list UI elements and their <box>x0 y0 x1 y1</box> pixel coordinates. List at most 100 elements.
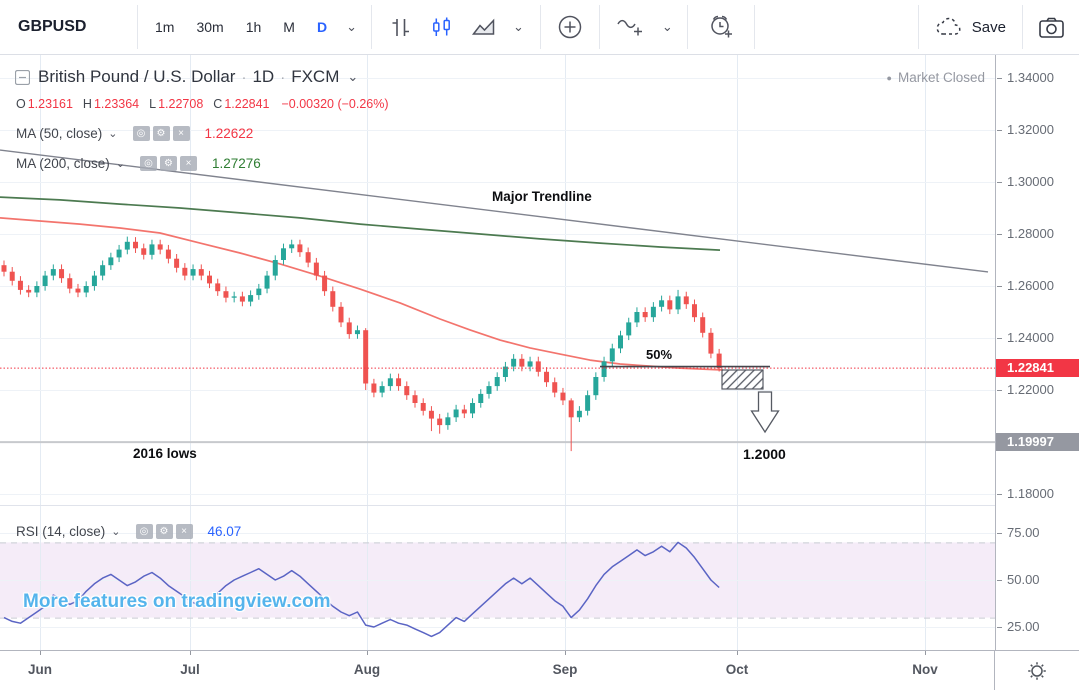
open-value: 1.23161 <box>27 97 73 111</box>
symbol-exchange: FXCM <box>291 67 340 86</box>
toolbar-separator <box>370 5 372 49</box>
close-icon[interactable]: × <box>172 125 190 141</box>
visibility-icon[interactable]: ◎ <box>140 155 158 171</box>
toolbar-separator <box>539 5 541 49</box>
toolbar-separator <box>598 5 600 49</box>
dot-separator: · <box>280 68 286 86</box>
time-axis-tick <box>925 651 926 655</box>
chevron-down-icon[interactable]: ⌄ <box>111 525 121 538</box>
chevron-down-icon[interactable]: ⌄ <box>115 157 126 170</box>
rsi-label[interactable]: RSI (14, close) <box>16 523 106 539</box>
ma50-label[interactable]: MA (50, close) <box>16 125 103 141</box>
ma50-value: 1.22622 <box>204 125 254 141</box>
current-price-badge: 1.22841 <box>996 359 1079 378</box>
save-button[interactable]: Save <box>919 16 1022 38</box>
lows-2016-label: 2016 lows <box>133 446 197 461</box>
snapshot-button[interactable] <box>1023 16 1079 39</box>
toolbar-separator <box>137 5 138 49</box>
interval-D[interactable]: D <box>316 19 328 35</box>
time-axis-tick <box>565 651 566 655</box>
close-icon[interactable]: × <box>175 523 193 539</box>
fib-50-label: 50% <box>646 347 673 362</box>
major-trendline-label: Major Trendline <box>492 189 592 204</box>
time-axis-tick <box>190 651 191 655</box>
chart-style-group: ⌄ <box>372 16 540 39</box>
ma200-label[interactable]: MA (200, close) <box>16 155 110 171</box>
compare-group <box>541 13 599 41</box>
chevron-down-icon[interactable]: ⌄ <box>346 19 357 34</box>
bars-style-icon[interactable] <box>389 16 412 39</box>
price-axis-label: 1.30000 <box>1007 174 1054 189</box>
chevron-down-icon[interactable]: ⌄ <box>347 69 359 84</box>
symbol-name[interactable]: GBPUSD <box>18 18 87 35</box>
ma200-value: 1.27276 <box>212 155 261 171</box>
save-button-label: Save <box>971 18 1006 36</box>
alert-clock-icon[interactable] <box>707 13 735 41</box>
time-axis-label: Aug <box>353 662 381 677</box>
symbol-legend: British Pound / U.S. Dollar · 1D · FXCM … <box>15 66 358 88</box>
rsi-axis-label: 75.00 <box>1007 525 1040 540</box>
interval-group: 1m 30m 1h M D ⌄ <box>138 17 371 37</box>
price-axis-label: 1.22000 <box>1007 382 1054 397</box>
settings-icon[interactable]: ⚙ <box>160 155 178 171</box>
dot-separator: · <box>241 68 247 86</box>
open-label: O <box>16 97 26 111</box>
settings-icon[interactable]: ⚙ <box>152 125 170 141</box>
time-axis-label: Jul <box>180 662 200 677</box>
ma50-controls: ◎ ⚙ × <box>132 125 193 141</box>
collapse-icon[interactable] <box>15 69 30 85</box>
settings-icon[interactable]: ⚙ <box>155 523 173 539</box>
chevron-down-icon[interactable]: ⌄ <box>512 19 524 34</box>
indicators-group: ⌄ <box>600 14 687 40</box>
low-value: 1.22708 <box>158 97 204 111</box>
price-axis[interactable]: 1.34000 1.32000 1.30000 1.28000 1.26000 1.240… <box>995 55 1079 650</box>
candles-style-icon[interactable] <box>430 16 453 39</box>
high-value: 1.23364 <box>93 97 140 111</box>
compare-add-icon[interactable] <box>556 13 584 41</box>
alert-group <box>688 13 754 41</box>
area-style-icon[interactable] <box>471 16 496 38</box>
time-axis-label: Sep <box>552 662 578 677</box>
price-axis-tick <box>997 182 1002 183</box>
price-axis-label: 1.18000 <box>1007 486 1054 501</box>
close-icon[interactable]: × <box>180 155 198 171</box>
visibility-icon[interactable]: ◎ <box>135 523 153 539</box>
rsi-controls: ◎ ⚙ × <box>135 523 196 539</box>
time-axis-label: Oct <box>725 662 749 677</box>
chart-settings-button[interactable] <box>994 651 1079 690</box>
price-axis-tick <box>997 130 1002 131</box>
price-axis-tick <box>997 234 1002 235</box>
price-axis-label: 1.26000 <box>1007 278 1054 293</box>
main-chart-canvas[interactable] <box>0 55 995 650</box>
indicators-icon[interactable] <box>615 14 645 40</box>
rsi-axis-tick <box>997 627 1002 628</box>
tradingview-watermark-link[interactable]: More features on tradingview.com <box>23 591 331 612</box>
ma200-controls: ◎ ⚙ × <box>140 155 200 171</box>
time-axis[interactable]: Jun Jul Aug Sep Oct Nov <box>0 650 1079 690</box>
interval-1m[interactable]: 1m <box>155 19 175 35</box>
interval-1h[interactable]: 1h <box>245 19 262 35</box>
camera-icon <box>1038 17 1064 38</box>
level-price-badge: 1.19997 <box>996 433 1079 452</box>
chevron-down-icon[interactable]: ⌄ <box>661 19 673 34</box>
price-axis-tick <box>997 338 1002 339</box>
price-axis-label: 1.28000 <box>1007 226 1054 241</box>
chevron-down-icon[interactable]: ⌄ <box>108 127 118 140</box>
visibility-icon[interactable]: ◎ <box>132 125 150 141</box>
time-axis-label: Jun <box>27 662 53 677</box>
cloud-icon <box>936 17 961 35</box>
rsi-axis-label: 25.00 <box>1007 619 1040 634</box>
price-axis-label: 1.32000 <box>1007 122 1054 137</box>
price-axis-tick <box>997 286 1002 287</box>
price-axis-tick <box>997 494 1002 495</box>
interval-30m[interactable]: 30m <box>196 19 224 35</box>
toolbar-separator <box>1022 5 1023 49</box>
ma200-legend: MA (200, close) ⌄ ◎ ⚙ × 1.27276 <box>16 154 261 172</box>
target-price-label: 1.2000 <box>743 446 786 462</box>
interval-M[interactable]: M <box>283 19 295 35</box>
close-value: 1.22841 <box>224 97 270 111</box>
gear-icon <box>1028 661 1046 680</box>
symbol-title[interactable]: British Pound / U.S. Dollar <box>38 67 236 86</box>
toolbar-separator <box>686 5 688 49</box>
